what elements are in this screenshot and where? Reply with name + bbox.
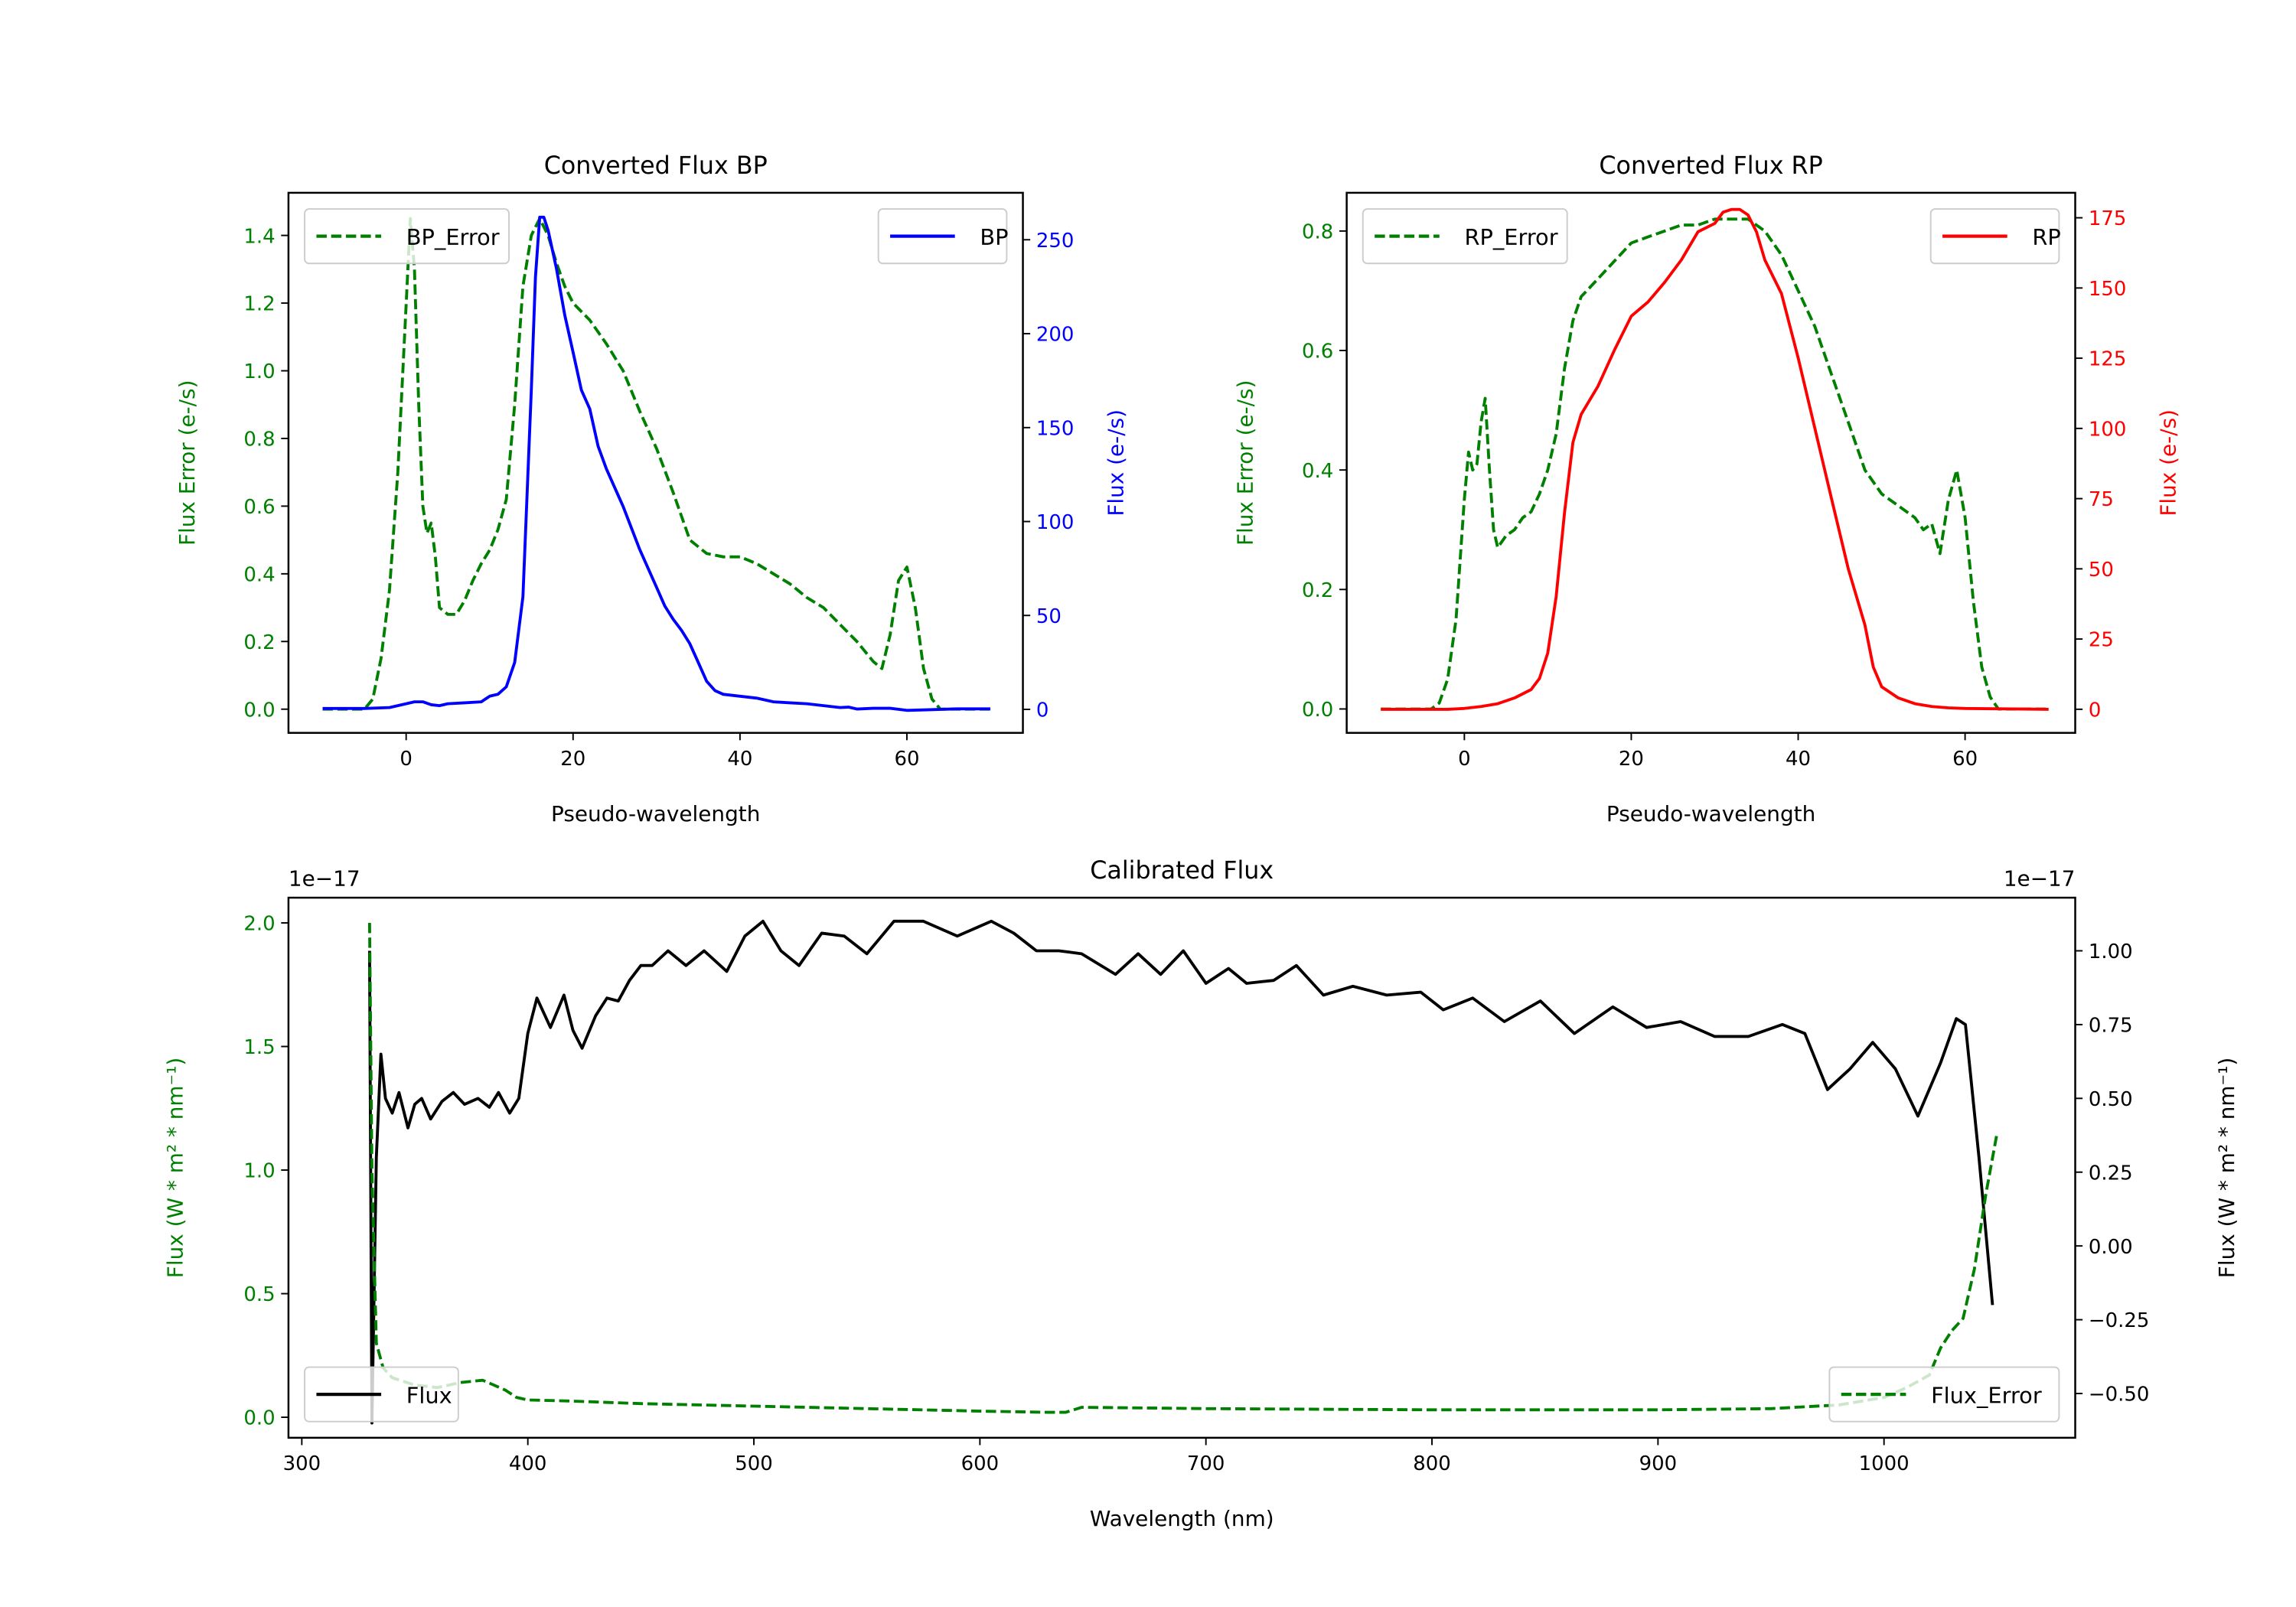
legend-flux-error: Flux_Error xyxy=(1828,1366,2060,1423)
x-tick-label: 500 xyxy=(735,1452,773,1475)
y-right-tick-label: 100 xyxy=(2089,418,2127,441)
y-right-axis-label: Flux (W * m² * nm⁻¹) xyxy=(2214,1058,2239,1278)
legend-rp-error: RP_Error xyxy=(1362,208,1568,265)
y-right-offset-label: 1e−17 xyxy=(2004,866,2076,892)
legend-box xyxy=(1828,1366,2060,1423)
y-left-tick-label: 2.0 xyxy=(243,913,275,936)
y-left-tick-label: 0.8 xyxy=(1302,221,1333,244)
y-right-tick-label: 0 xyxy=(2089,699,2102,722)
y-left-tick-label: 1.0 xyxy=(243,1160,275,1183)
y-right-axis-label: Flux (e-/s) xyxy=(1103,409,1128,517)
axes-frame xyxy=(1345,191,2076,734)
chart-title: Converted Flux RP xyxy=(1599,152,1822,180)
y-right-tick-label: 50 xyxy=(2089,559,2114,582)
y-right-tick-label: 1.00 xyxy=(2089,940,2133,963)
x-tick-label: 400 xyxy=(509,1452,547,1475)
x-tick-label: 40 xyxy=(1786,748,1811,771)
axes-frame xyxy=(287,191,1024,734)
y-right-tick-label: 150 xyxy=(2089,278,2127,301)
legend-label: Flux_Error xyxy=(1931,1383,2042,1409)
series-line-rp-error xyxy=(1381,217,2049,711)
y-right-tick-label: 50 xyxy=(1036,605,1062,628)
legend-box xyxy=(304,1366,459,1423)
x-tick-label: 0 xyxy=(1458,748,1471,771)
legend-label: BP xyxy=(980,224,1008,250)
x-tick-label: 20 xyxy=(560,748,585,771)
y-left-tick-label: 1.2 xyxy=(243,293,275,316)
chart-1: 0 20 40 60 0.0 0.2 0.4 0.6 0.8 1.0 1.2 1.4 0 50 100 150… xyxy=(174,152,1128,826)
chart-3: 300 400 500 600 700 800 900 1000 0.0 0.5 1.0 1.5 2.0… xyxy=(162,857,2239,1531)
series-line-bp-error xyxy=(322,217,991,711)
axes-frame xyxy=(287,896,2076,1439)
y-right-tick-label: −0.50 xyxy=(2089,1384,2150,1407)
y-left-tick-label: 0.4 xyxy=(1302,460,1333,483)
y-left-tick-label: 0.6 xyxy=(1302,341,1333,363)
x-tick-label: 20 xyxy=(1619,748,1644,771)
y-right-axis-label: Flux (e-/s) xyxy=(2155,409,2180,517)
x-tick-label: 800 xyxy=(1413,1452,1451,1475)
y-right-tick-label: 0 xyxy=(1036,699,1049,722)
y-left-axis-label: Flux Error (e-/s) xyxy=(174,380,200,546)
y-right-tick-label: 75 xyxy=(2089,488,2114,511)
y-right-tick-label: −0.25 xyxy=(2089,1309,2150,1332)
y-right-tick-label: 125 xyxy=(2089,348,2127,371)
x-tick-label: 0 xyxy=(400,748,413,771)
legend-rp: RP xyxy=(1929,208,2061,265)
legend-bp: BP xyxy=(877,208,1009,265)
y-right-tick-label: 0.75 xyxy=(2089,1015,2133,1038)
series-line-bp xyxy=(322,215,991,712)
y-right-tick-label: 200 xyxy=(1036,324,1075,347)
legend-label: Flux xyxy=(406,1383,452,1409)
y-left-axis-label: Flux (W * m² * nm⁻¹) xyxy=(162,1058,188,1278)
x-axis-label: Pseudo-wavelength xyxy=(1606,801,1815,826)
y-left-tick-label: 0.6 xyxy=(243,496,275,519)
y-right-tick-label: 0.50 xyxy=(2089,1088,2133,1111)
y-left-tick-label: 0.0 xyxy=(1302,699,1333,722)
series-line-flux-error xyxy=(367,922,1999,1414)
series-line-rp xyxy=(1381,207,2049,711)
y-left-offset-label: 1e−17 xyxy=(289,866,360,892)
y-left-tick-label: 1.5 xyxy=(243,1036,275,1059)
y-left-tick-label: 0.4 xyxy=(243,563,275,586)
x-tick-label: 900 xyxy=(1639,1452,1678,1475)
x-tick-label: 1000 xyxy=(1859,1452,1910,1475)
x-tick-label: 600 xyxy=(961,1452,1000,1475)
x-tick-label: 60 xyxy=(1952,748,1978,771)
legend-label: RP_Error xyxy=(1464,224,1557,250)
legend-bp-error: BP_Error xyxy=(304,208,510,265)
y-right-tick-label: 250 xyxy=(1036,230,1075,253)
x-tick-label: 700 xyxy=(1187,1452,1225,1475)
y-right-tick-label: 0.25 xyxy=(2089,1162,2133,1185)
y-right-tick-label: 0.00 xyxy=(2089,1236,2133,1259)
legend-label: BP_Error xyxy=(406,224,500,250)
chart-title: Calibrated Flux xyxy=(1090,857,1274,885)
chart-2: 0 20 40 60 0.0 0.2 0.4 0.6 0.8 0 25 50 75 100 125 150 17… xyxy=(1233,152,2181,826)
legend-box xyxy=(1362,208,1568,265)
y-left-tick-label: 1.4 xyxy=(243,225,275,248)
y-left-tick-label: 1.0 xyxy=(243,360,275,383)
series-line-flux xyxy=(367,919,1994,1425)
legend-flux: Flux xyxy=(304,1366,459,1423)
y-right-tick-label: 150 xyxy=(1036,417,1075,440)
y-left-tick-label: 0.2 xyxy=(1302,579,1333,602)
y-left-tick-label: 0.2 xyxy=(243,631,275,654)
y-left-axis-label: Flux Error (e-/s) xyxy=(1233,380,1258,546)
y-right-tick-label: 25 xyxy=(2089,629,2114,652)
legend-label: RP xyxy=(2032,224,2060,250)
y-left-tick-label: 0.5 xyxy=(243,1283,275,1306)
x-axis-label: Wavelength (nm) xyxy=(1090,1506,1274,1531)
chart-title: Converted Flux BP xyxy=(544,152,768,180)
x-tick-label: 60 xyxy=(894,748,919,771)
x-tick-label: 40 xyxy=(727,748,752,771)
y-left-tick-label: 0.0 xyxy=(243,1407,275,1430)
y-right-tick-label: 175 xyxy=(2089,207,2127,230)
y-left-tick-label: 0.0 xyxy=(243,699,275,722)
legend-box xyxy=(304,208,510,265)
x-tick-label: 300 xyxy=(283,1452,321,1475)
y-right-tick-label: 100 xyxy=(1036,511,1075,534)
x-axis-label: Pseudo-wavelength xyxy=(551,801,760,826)
y-left-tick-label: 0.8 xyxy=(243,429,275,451)
